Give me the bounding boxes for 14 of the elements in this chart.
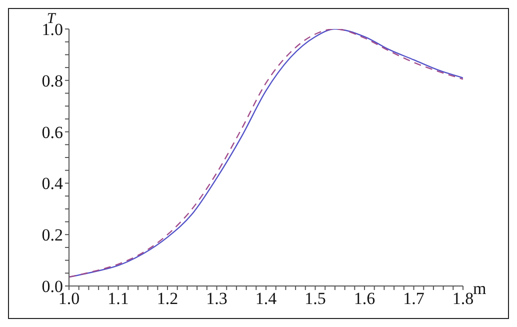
x-tick-label: 1.6 bbox=[354, 289, 376, 308]
x-tick-label: 1.7 bbox=[403, 289, 425, 308]
x-tick-label: 1.3 bbox=[206, 289, 228, 308]
line-series bbox=[69, 29, 463, 278]
y-tick-label: 0.2 bbox=[42, 226, 63, 245]
y-tick-label: 0.4 bbox=[42, 174, 64, 194]
y-tick-label: 0.8 bbox=[42, 71, 63, 90]
x-tick-label: 1.1 bbox=[108, 289, 129, 308]
x-tick-label: 1.8 bbox=[452, 289, 474, 308]
x-tick-label: 1.4 bbox=[255, 289, 278, 308]
y-tick-label: 0.6 bbox=[42, 122, 63, 142]
x-tick-label: 1.2 bbox=[156, 289, 178, 308]
x-axis-title: m bbox=[473, 279, 486, 298]
x-tick-label: 1.5 bbox=[304, 289, 326, 308]
